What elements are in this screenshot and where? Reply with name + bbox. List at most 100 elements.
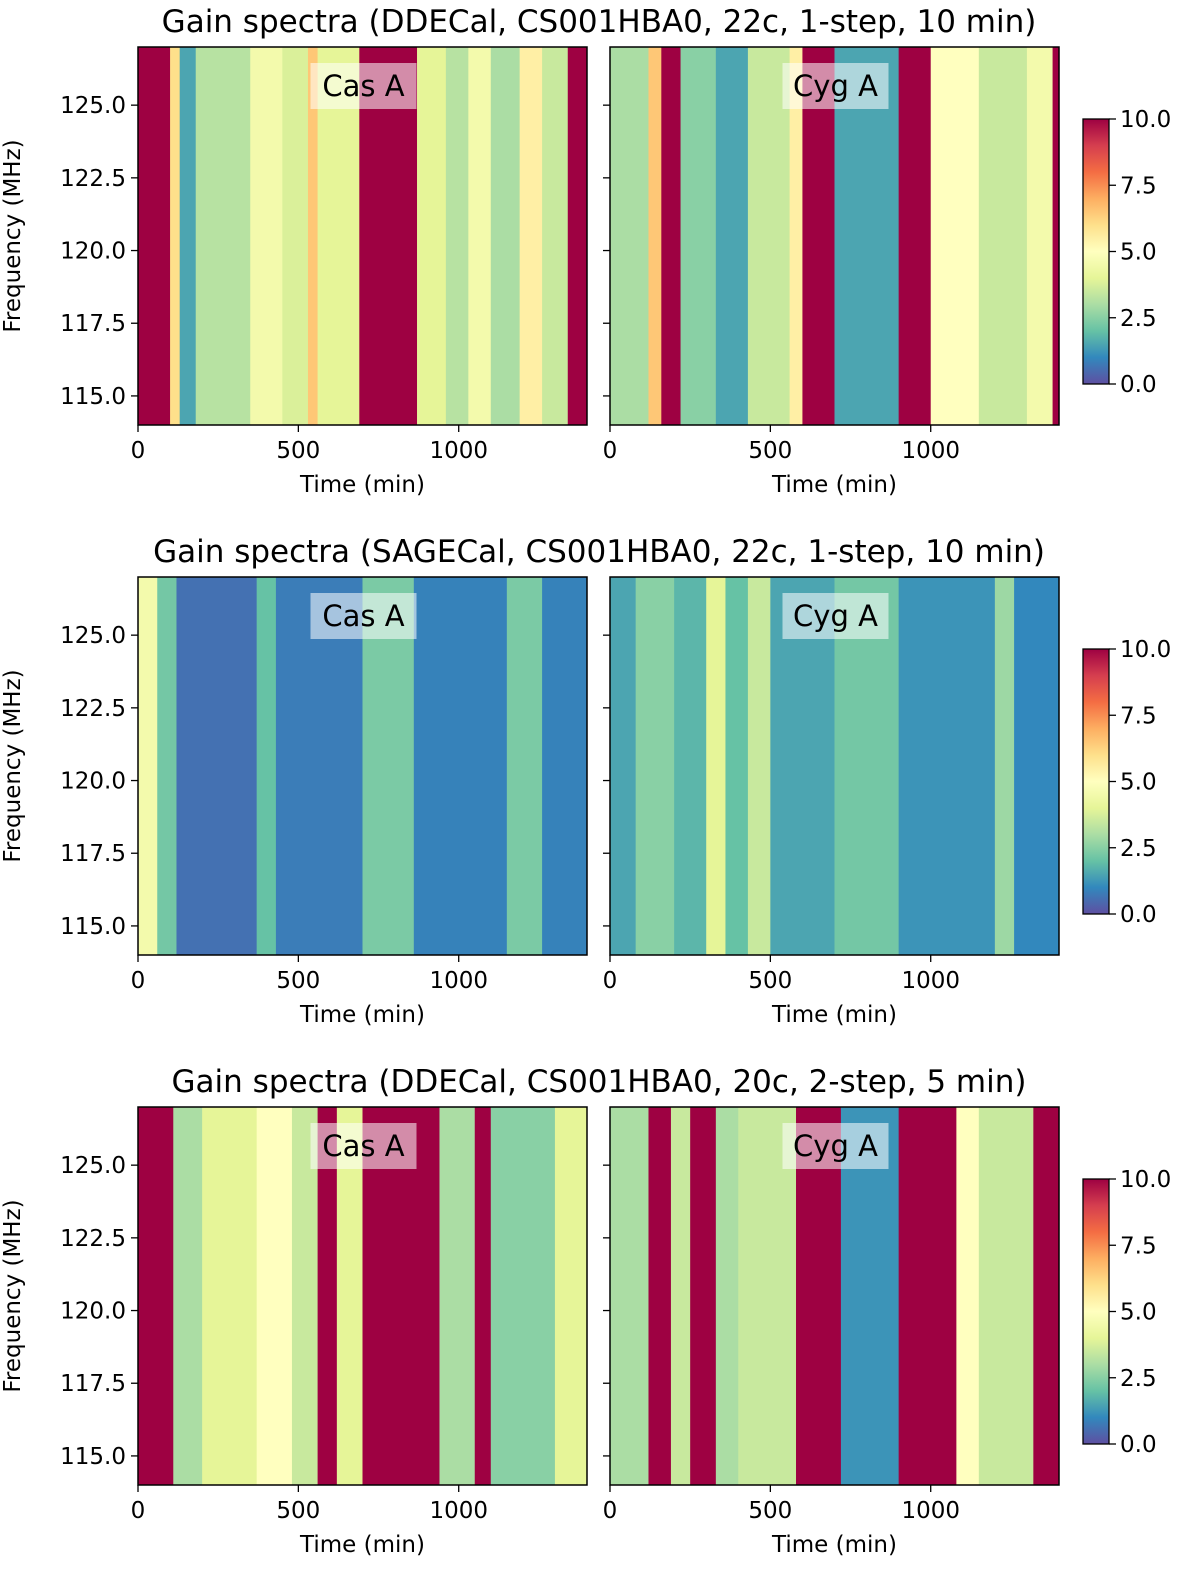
plot-frame (137, 46, 588, 426)
heatmap-band (336, 1107, 363, 1485)
y-tick-label: 115.0 (60, 914, 126, 940)
chart-title: Gain spectra (DDECal, CS001HBA0, 20c, 2-… (172, 1064, 1027, 1100)
y-tick-label: 117.5 (60, 311, 126, 337)
chart-row-2: Gain spectra (SAGECal, CS001HBA0, 22c, 1… (0, 534, 1171, 1028)
x-axis-label: Time (min) (771, 1002, 897, 1028)
chart-row-1: Gain spectra (DDECal, CS001HBA0, 22c, 1-… (0, 4, 1171, 498)
x-tick-label: 1000 (429, 438, 488, 464)
heatmap-band (1052, 47, 1060, 425)
heatmap-band (898, 47, 932, 425)
heatmap-band (291, 1107, 318, 1485)
x-tick-label: 0 (603, 1498, 618, 1524)
heatmap-band (978, 1107, 1034, 1485)
panel-label-box (782, 593, 889, 639)
heatmap-band (610, 1107, 649, 1485)
panel-label: Cas A (322, 1129, 404, 1163)
plot-frame (609, 46, 1060, 426)
y-tick-label: 120.0 (60, 769, 126, 795)
heatmap-band (610, 47, 649, 425)
y-tick-label: 115.0 (60, 384, 126, 410)
colorbar-gradient (1082, 648, 1110, 915)
heatmap-band (789, 47, 803, 425)
colorbar-tick-label: 5.0 (1120, 240, 1157, 266)
heatmap-band (648, 1107, 672, 1485)
y-tick-label: 120.0 (60, 239, 126, 265)
heatmap-band (567, 47, 588, 425)
y-tick-label: 125.0 (60, 623, 126, 649)
colorbar-tick-label: 5.0 (1120, 770, 1157, 796)
y-tick-label: 117.5 (60, 1371, 126, 1397)
colorbar-tick-label: 7.5 (1120, 1233, 1157, 1259)
x-tick-label: 1000 (429, 1498, 488, 1524)
heatmap-band (1033, 1107, 1060, 1485)
x-axis-label: Time (min) (299, 1002, 425, 1028)
heatmap-band (490, 47, 521, 425)
colorbar-tick-label: 7.5 (1120, 173, 1157, 199)
heatmap-band (317, 1107, 338, 1485)
colorbar-tick-label: 2.5 (1120, 836, 1157, 862)
heatmap-band (468, 47, 492, 425)
heatmap-band (770, 577, 835, 955)
heatmap-band (413, 577, 508, 955)
x-axis-label: Time (min) (299, 472, 425, 498)
plot-frame (609, 576, 1060, 956)
x-tick-label: 500 (276, 1498, 320, 1524)
panel-label-box (310, 63, 417, 109)
heatmap-band (157, 577, 177, 955)
heatmap-band (994, 577, 1015, 955)
heatmap-band (1026, 47, 1053, 425)
heatmap-band (250, 47, 283, 425)
colorbar-gradient (1082, 1178, 1110, 1445)
heatmap-band (956, 1107, 980, 1485)
colorbar: 0.0 2.5 5.0 7.5 10.0 (1082, 1167, 1171, 1458)
x-axis-label: Time (min) (299, 1532, 425, 1558)
y-tick-label: 120.0 (60, 1299, 126, 1325)
y-axis-label: Frequency (MHz) (0, 669, 26, 862)
y-tick-label: 125.0 (60, 93, 126, 119)
heatmap-band (474, 1107, 492, 1485)
x-tick-label: 500 (748, 1498, 792, 1524)
heatmap-band (898, 1107, 957, 1485)
plot-frame (609, 1106, 1060, 1486)
heatmap-band (802, 47, 835, 425)
heatmap-band (610, 577, 637, 955)
colorbar-tick-label: 2.5 (1120, 1366, 1157, 1392)
panel-label-box (782, 63, 889, 109)
panel-label-box (310, 1123, 417, 1169)
x-tick-label: 1000 (429, 968, 488, 994)
plot-frame (137, 576, 588, 956)
heatmap-band (176, 577, 258, 955)
heatmap-band (490, 1107, 556, 1485)
heatmap-band (195, 47, 251, 425)
heatmap-band (179, 47, 197, 425)
x-axis-label: Time (min) (771, 1532, 897, 1558)
heatmap-band (445, 47, 469, 425)
colorbar-tick-label: 10.0 (1120, 1167, 1171, 1193)
x-tick-label: 1000 (901, 968, 960, 994)
x-tick-label: 0 (131, 438, 146, 464)
colorbar-tick-label: 10.0 (1120, 637, 1171, 663)
colorbar: 0.0 2.5 5.0 7.5 10.0 (1082, 637, 1171, 928)
panel-label: Cyg A (793, 599, 878, 633)
heatmap-band (670, 1107, 691, 1485)
heatmap-band (542, 577, 588, 955)
y-axis-label: Frequency (MHz) (0, 1199, 26, 1392)
y-tick-label: 117.5 (60, 841, 126, 867)
heatmap-band (674, 577, 707, 955)
chart-row-3: Gain spectra (DDECal, CS001HBA0, 20c, 2-… (0, 1064, 1171, 1558)
x-tick-label: 500 (276, 968, 320, 994)
heatmap-band (170, 47, 181, 425)
y-tick-label: 122.5 (60, 166, 126, 192)
y-tick-label: 122.5 (60, 1226, 126, 1252)
heatmap-band (173, 1107, 203, 1485)
heatmap-band (256, 577, 277, 955)
heatmap-band (898, 577, 996, 955)
colorbar-tick-label: 0.0 (1120, 902, 1157, 928)
heatmap-band (506, 577, 543, 955)
heatmap-band (275, 577, 363, 955)
x-tick-label: 500 (748, 438, 792, 464)
heatmap-band (138, 577, 158, 955)
heatmap-band (256, 1107, 293, 1485)
